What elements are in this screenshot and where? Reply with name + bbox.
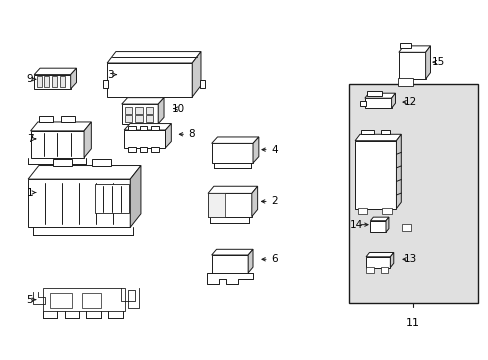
Polygon shape	[398, 46, 429, 52]
Bar	[34, 75, 71, 89]
Bar	[397, 78, 413, 86]
Polygon shape	[396, 134, 401, 208]
Bar	[380, 267, 387, 273]
Polygon shape	[71, 68, 76, 89]
Bar	[81, 293, 101, 308]
Bar	[366, 91, 381, 96]
Bar	[381, 208, 391, 214]
Text: 11: 11	[406, 318, 419, 328]
Bar	[151, 147, 159, 152]
Polygon shape	[391, 93, 395, 108]
Polygon shape	[34, 68, 76, 75]
Bar	[37, 76, 41, 87]
Bar	[207, 193, 251, 217]
Bar	[146, 107, 153, 114]
Bar	[42, 288, 125, 311]
Text: 7: 7	[27, 134, 33, 144]
Bar	[361, 130, 373, 134]
Bar	[348, 84, 477, 303]
Text: 6: 6	[270, 254, 277, 264]
Bar	[128, 126, 136, 130]
Bar	[30, 131, 84, 158]
Text: 4: 4	[270, 145, 277, 155]
Bar	[401, 224, 410, 231]
Polygon shape	[364, 93, 395, 98]
Polygon shape	[165, 123, 171, 148]
Bar	[124, 115, 132, 122]
Polygon shape	[28, 166, 141, 179]
Bar	[366, 267, 373, 273]
Bar	[60, 76, 65, 87]
Bar	[211, 143, 252, 163]
Polygon shape	[107, 51, 201, 63]
Polygon shape	[366, 252, 393, 257]
Bar	[400, 43, 410, 49]
Bar	[53, 159, 72, 166]
Text: 8: 8	[188, 129, 195, 139]
Bar	[44, 76, 49, 87]
Bar	[135, 115, 142, 122]
Text: 14: 14	[349, 220, 362, 230]
Text: 3: 3	[107, 69, 114, 80]
Bar	[380, 130, 389, 134]
Bar	[398, 52, 425, 79]
Bar	[92, 159, 111, 166]
Polygon shape	[211, 249, 252, 255]
Bar	[107, 63, 192, 97]
Polygon shape	[158, 98, 163, 124]
Bar	[50, 293, 72, 308]
Text: 9: 9	[27, 74, 33, 84]
Bar	[211, 255, 247, 273]
Bar	[354, 141, 396, 208]
Bar	[366, 257, 389, 267]
Polygon shape	[252, 137, 258, 163]
Polygon shape	[385, 217, 388, 232]
Bar	[207, 193, 224, 217]
Polygon shape	[389, 252, 393, 267]
Bar	[124, 130, 165, 148]
Polygon shape	[251, 186, 257, 217]
Bar	[140, 126, 147, 130]
Polygon shape	[207, 186, 257, 193]
Bar	[135, 107, 142, 114]
Bar	[103, 80, 108, 89]
Bar	[146, 115, 153, 122]
Text: 1: 1	[27, 188, 33, 198]
Text: 5: 5	[27, 295, 33, 305]
Polygon shape	[354, 134, 401, 141]
Text: 10: 10	[172, 104, 185, 113]
Bar	[94, 184, 129, 213]
Bar	[61, 116, 74, 122]
Bar	[124, 107, 132, 114]
Polygon shape	[192, 51, 201, 97]
Text: 13: 13	[403, 254, 416, 264]
Bar	[357, 208, 366, 214]
Polygon shape	[370, 217, 388, 221]
Polygon shape	[130, 166, 141, 227]
Bar	[140, 147, 147, 152]
Bar	[370, 221, 385, 232]
Bar	[200, 80, 204, 89]
Bar	[364, 98, 391, 108]
Polygon shape	[425, 46, 429, 79]
Bar	[122, 104, 158, 124]
Text: 12: 12	[403, 97, 416, 107]
Polygon shape	[122, 98, 163, 104]
Polygon shape	[247, 249, 252, 273]
Bar	[151, 126, 159, 130]
Text: 2: 2	[270, 197, 277, 206]
Polygon shape	[30, 122, 91, 131]
Bar	[52, 76, 57, 87]
Bar	[128, 147, 136, 152]
Text: 15: 15	[431, 57, 444, 67]
Polygon shape	[84, 122, 91, 158]
Bar	[359, 101, 365, 106]
Polygon shape	[124, 123, 171, 130]
Polygon shape	[211, 137, 258, 143]
Bar	[39, 116, 53, 122]
Bar	[28, 179, 130, 227]
